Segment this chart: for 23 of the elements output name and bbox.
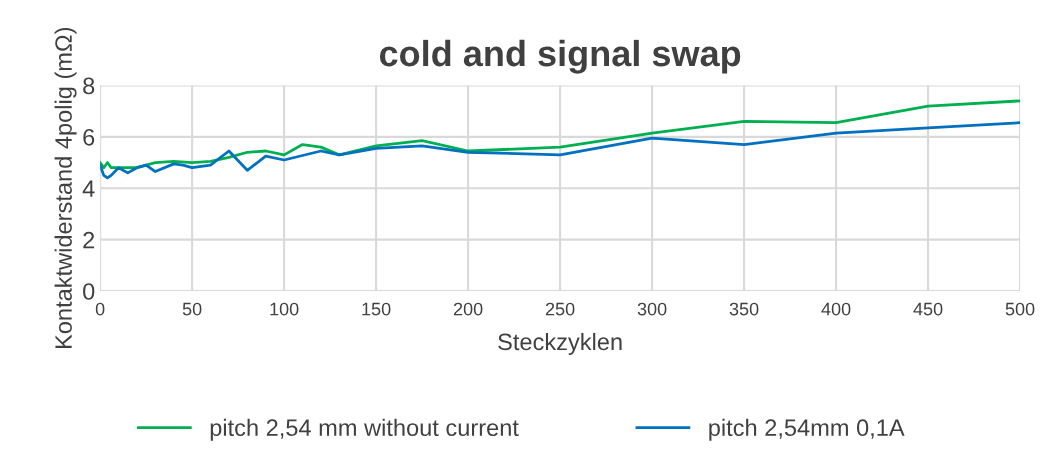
y-tick-label: 6 (83, 128, 95, 146)
y-tick-label: 0 (83, 283, 95, 300)
x-tick-label: 400 (821, 302, 851, 316)
legend-label: pitch 2,54 mm without current (210, 418, 519, 441)
x-tick-label: 350 (729, 302, 759, 316)
y-tick-label: 4 (82, 180, 95, 197)
x-tick-label: 500 (1005, 302, 1035, 316)
legend-label: pitch 2,54mm 0,1A (709, 418, 905, 441)
x-tick-label: 0 (95, 302, 105, 316)
x-tick-label: 150 (362, 302, 391, 316)
line-series (100, 121, 1021, 180)
x-tick-label: 100 (270, 302, 299, 316)
x-tick-label: 300 (637, 302, 667, 316)
x-tick-label: 450 (913, 302, 943, 316)
x-tick-label: 250 (545, 302, 575, 316)
x-axis-title: Steckzyklen (498, 332, 622, 355)
x-tick-label: 50 (182, 302, 202, 316)
line-series (100, 99, 1021, 170)
y-tick-label: 8 (83, 77, 95, 95)
y-tick-label: 2 (83, 231, 95, 249)
y-axis-title: Kontaktwiderstand 4polig (mΩ) (54, 28, 77, 349)
chart-title: cold and signal swap (379, 39, 741, 74)
x-tick-label: 200 (453, 302, 483, 316)
